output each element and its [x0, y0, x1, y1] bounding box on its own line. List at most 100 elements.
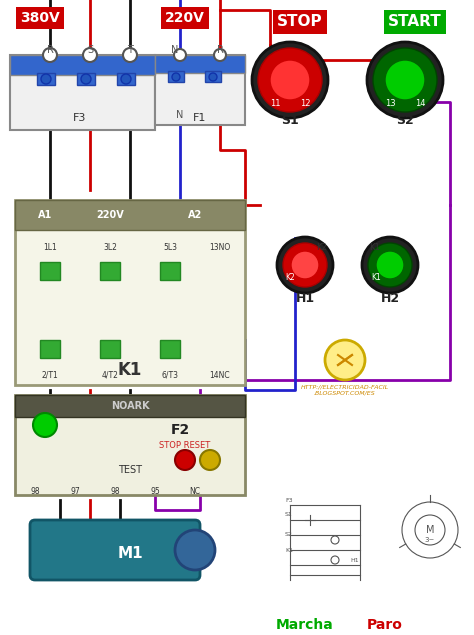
Text: 4/T2: 4/T2 [101, 370, 118, 380]
Text: 95: 95 [150, 488, 160, 497]
Circle shape [277, 237, 333, 293]
Text: STOP RESET: STOP RESET [159, 441, 210, 450]
Text: K1: K1 [370, 243, 380, 253]
Circle shape [373, 48, 437, 112]
Bar [15, 200, 245, 385]
Text: T: T [127, 45, 133, 55]
Text: HTTP://ELECTRICIDAD-FACIL
.BLOGSPOT.COM/ES: HTTP://ELECTRICIDAD-FACIL .BLOGSPOT.COM/… [301, 385, 389, 396]
Circle shape [415, 515, 445, 545]
Text: 6/T3: 6/T3 [162, 370, 179, 380]
Circle shape [214, 49, 226, 61]
Text: S1: S1 [281, 114, 299, 126]
Bar [255, 30, 465, 435]
Bar [77, 73, 95, 85]
Text: 1L1: 1L1 [43, 243, 57, 253]
Bar [117, 73, 135, 85]
Text: S2: S2 [396, 114, 414, 126]
Bar [160, 340, 180, 358]
Text: H1: H1 [295, 291, 315, 305]
Text: Paro: Paro [367, 618, 403, 632]
Circle shape [33, 413, 57, 437]
Text: N: N [171, 45, 179, 55]
Circle shape [283, 243, 327, 287]
Bar [282, 490, 372, 590]
Text: F2: F2 [170, 423, 190, 437]
Text: S2: S2 [285, 533, 293, 537]
Text: START: START [388, 15, 442, 29]
Text: 98: 98 [110, 488, 120, 497]
Text: 5L3: 5L3 [163, 243, 177, 253]
Circle shape [43, 48, 57, 62]
Text: 220V: 220V [96, 210, 124, 220]
Text: S: S [87, 45, 93, 55]
Circle shape [291, 251, 319, 279]
Circle shape [83, 48, 97, 62]
Circle shape [331, 536, 339, 544]
Circle shape [367, 42, 443, 118]
Circle shape [270, 60, 310, 100]
Circle shape [402, 502, 458, 558]
Circle shape [123, 48, 137, 62]
Text: 13NO: 13NO [210, 243, 231, 253]
Text: N: N [176, 110, 184, 120]
Text: 14: 14 [415, 98, 425, 107]
Text: 13: 13 [385, 98, 395, 107]
Circle shape [325, 340, 365, 380]
Text: 12: 12 [300, 98, 310, 107]
Bar [100, 340, 120, 358]
Circle shape [81, 74, 91, 84]
Circle shape [368, 243, 412, 287]
Circle shape [174, 49, 186, 61]
Text: K1: K1 [285, 547, 293, 552]
Text: 11: 11 [270, 98, 280, 107]
Bar [10, 55, 155, 75]
Text: K1: K1 [118, 361, 142, 379]
Circle shape [175, 450, 195, 470]
Bar [15, 395, 245, 417]
Text: S1: S1 [285, 512, 293, 518]
Bar [100, 262, 120, 280]
Bar [168, 71, 184, 82]
Circle shape [376, 251, 404, 279]
Text: R: R [46, 45, 54, 55]
Text: A1: A1 [38, 210, 52, 220]
Bar [10, 55, 155, 130]
Circle shape [121, 74, 131, 84]
Bar [205, 71, 221, 82]
Text: M1: M1 [117, 545, 143, 561]
Text: F3: F3 [73, 113, 87, 123]
Text: 14NC: 14NC [210, 370, 230, 380]
Bar [155, 55, 245, 73]
Text: 2/T1: 2/T1 [42, 370, 58, 380]
Text: H1: H1 [350, 558, 359, 563]
Text: 98: 98 [30, 488, 40, 497]
Circle shape [175, 530, 215, 570]
Text: TEST: TEST [118, 465, 142, 475]
Text: M: M [426, 525, 434, 535]
Bar [40, 262, 60, 280]
Text: K2: K2 [285, 274, 295, 283]
Circle shape [258, 48, 322, 112]
Text: 220V: 220V [165, 11, 205, 25]
Bar [155, 55, 245, 125]
Text: 3L2: 3L2 [103, 243, 117, 253]
Circle shape [252, 42, 328, 118]
Bar [37, 73, 55, 85]
Bar [40, 340, 60, 358]
Text: STOP: STOP [277, 15, 323, 29]
Text: NC: NC [190, 488, 201, 497]
Text: K2: K2 [317, 243, 328, 253]
Text: F1: F1 [193, 113, 207, 123]
Bar [160, 262, 180, 280]
Text: H2: H2 [381, 291, 400, 305]
Text: K1: K1 [371, 274, 381, 283]
Text: 380V: 380V [20, 11, 60, 25]
Text: NOARK: NOARK [111, 401, 149, 411]
Text: R: R [217, 45, 223, 55]
Text: A2: A2 [188, 210, 202, 220]
Bar [15, 200, 245, 230]
Circle shape [331, 556, 339, 564]
FancyBboxPatch shape [30, 520, 200, 580]
Circle shape [200, 450, 220, 470]
Text: 3~: 3~ [425, 537, 435, 543]
